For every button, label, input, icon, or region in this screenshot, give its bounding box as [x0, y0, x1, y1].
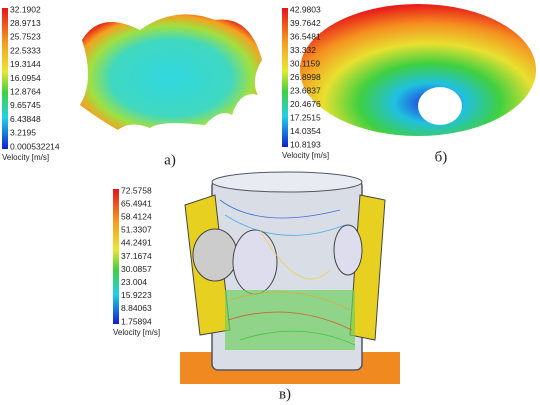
colorbar-tick-label: 6.43848 [10, 114, 41, 124]
colorbar [113, 189, 119, 324]
colorbar-tick-label: 30.0857 [121, 264, 152, 274]
colorbar-unit: Velocity [m/s] [2, 153, 49, 162]
colorbar-tick-label: 58.4124 [121, 211, 152, 221]
velocity-field-b [300, 4, 536, 136]
colorbar-tick-label: 9.65745 [10, 100, 41, 110]
colorbar-tick-label: 44.2491 [121, 238, 152, 248]
colorbar-tick-label: 72.5758 [121, 185, 152, 195]
colorbar-tick-label: 65.4941 [121, 198, 152, 208]
hole [418, 87, 462, 125]
panel-caption: в) [279, 386, 291, 402]
colorbar-tick-label: 16.0954 [10, 73, 41, 83]
colorbar-tick-label: 19.3144 [10, 59, 41, 69]
colorbar-tick-label: 26.8998 [290, 72, 321, 82]
colorbar-tick-label: 8.84063 [121, 303, 152, 313]
colorbar-tick-label: 33.332 [290, 45, 316, 55]
colorbar-tick-label: 39.7642 [290, 18, 321, 28]
colorbar-tick-label: 10.8193 [290, 139, 321, 149]
colorbar-tick-label: 15.9223 [121, 290, 152, 300]
colorbar-tick-label: 20.4676 [290, 99, 321, 109]
colorbar-tick-label: 1.75894 [121, 316, 152, 326]
colorbar-tick-label: 23.6837 [290, 85, 321, 95]
colorbar-unit: Velocity [m/s] [113, 328, 160, 337]
colorbar-tick-label: 14.0354 [290, 126, 321, 136]
colorbar [282, 8, 288, 147]
colorbar-unit: Velocity [m/s] [282, 151, 329, 160]
panel-caption: а) [164, 152, 176, 168]
colorbar-tick-label: 23.004 [121, 277, 147, 287]
colorbar-tick-label: 12.8764 [10, 86, 41, 96]
colorbar-tick-label: 0.000532214 [10, 141, 60, 151]
colorbar-tick-label: 25.7523 [10, 32, 41, 42]
panel-caption: б) [435, 149, 448, 165]
velocity-field-c [180, 171, 400, 384]
colorbar-tick-label: 42.9803 [290, 4, 321, 14]
colorbar-tick-label: 17.2515 [290, 112, 321, 122]
colorbar [2, 8, 8, 149]
colorbar-tick-label: 3.2195 [10, 128, 36, 138]
colorbar-tick-label: 22.5333 [10, 45, 41, 55]
velocity-field-a [80, 14, 262, 130]
colorbar-tick-label: 51.3307 [121, 225, 152, 235]
colorbar-tick-label: 30.1159 [290, 58, 320, 68]
colorbar-tick-label: 28.9713 [10, 18, 41, 28]
colorbar-tick-label: 32.1902 [10, 4, 41, 14]
colorbar-tick-label: 37.1674 [121, 251, 152, 261]
colorbar-tick-label: 36.5481 [290, 31, 321, 41]
